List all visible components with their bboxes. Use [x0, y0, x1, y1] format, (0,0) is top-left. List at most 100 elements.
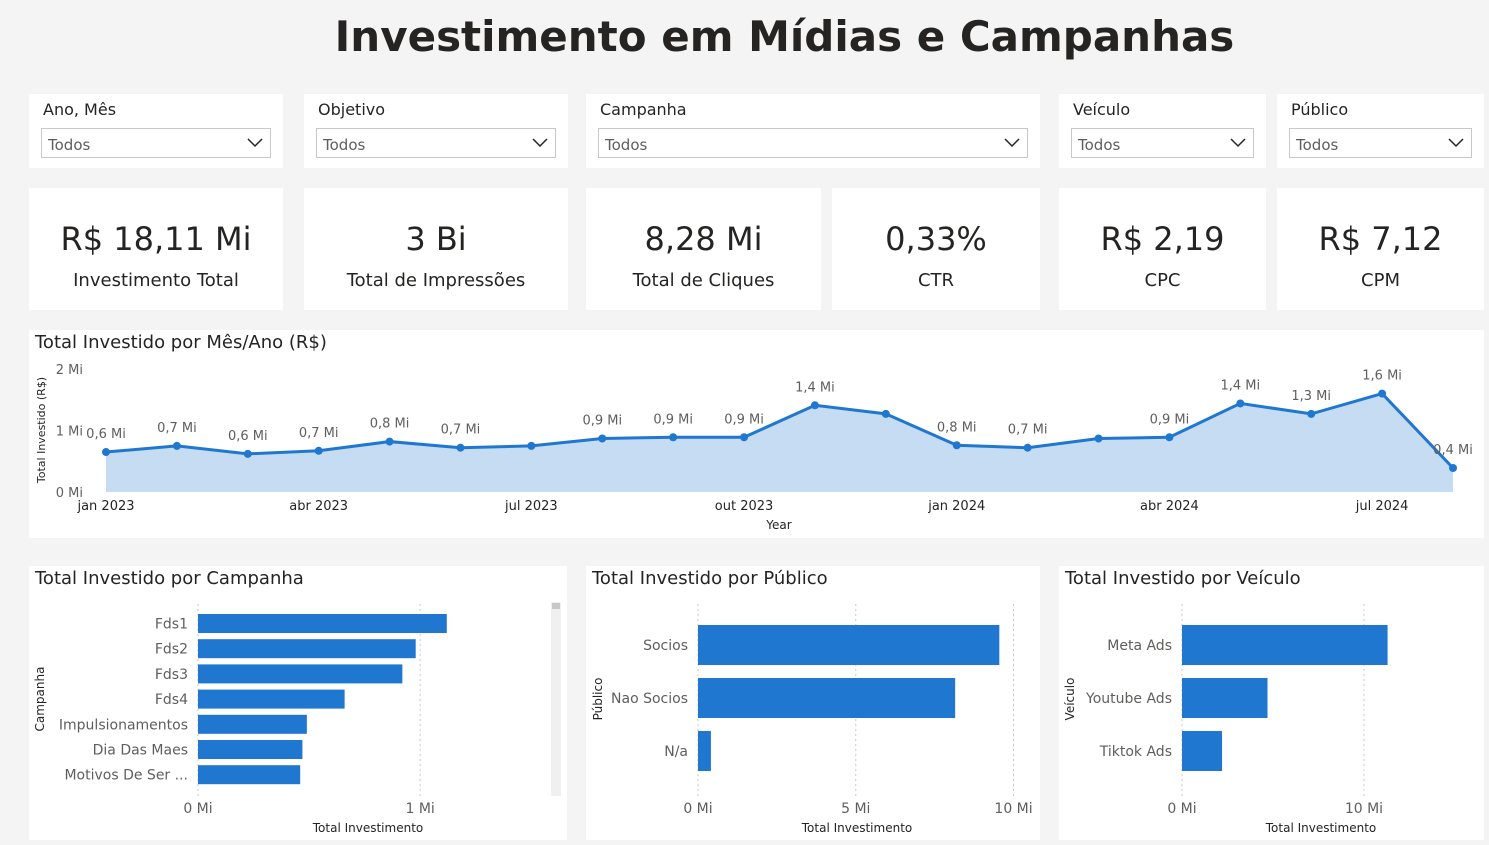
- data-point: [243, 449, 252, 458]
- scrollbar[interactable]: [551, 602, 561, 796]
- kpi-card-ctr: 0,33% CTR: [832, 188, 1040, 310]
- filter-objetivo[interactable]: Objetivo Todos: [304, 94, 568, 168]
- filter-veiculo[interactable]: Veículo Todos: [1059, 94, 1266, 168]
- category-label: Tiktok Ads: [1099, 744, 1172, 760]
- category-label: Meta Ads: [1107, 638, 1172, 654]
- data-label: 0,6 Mi: [86, 427, 126, 442]
- chart-title: Total Investido por Público: [592, 568, 828, 589]
- bar: [698, 731, 711, 771]
- kpi-label: CTR: [917, 270, 955, 291]
- filter-value: Todos: [323, 136, 366, 154]
- data-label: 0,4 Mi: [1433, 443, 1473, 458]
- filter-dropdown[interactable]: Todos: [1071, 128, 1254, 158]
- filter-dropdown[interactable]: Todos: [1289, 128, 1472, 158]
- bar: [198, 614, 447, 633]
- series-line: [105, 391, 1455, 470]
- filter-value: Todos: [48, 136, 91, 154]
- chart-monthly-investment[interactable]: Total Investido por Mês/Ano (R$) 0 Mi 1 M…: [29, 330, 1484, 538]
- filter-dropdown[interactable]: Todos: [598, 128, 1028, 158]
- x-tick-label: 1 Mi: [405, 801, 434, 817]
- data-point: [669, 433, 678, 442]
- y-tick-label: 2 Mi: [56, 363, 83, 378]
- x-tick-label: 10 Mi: [994, 801, 1032, 817]
- data-label: 0,7 Mi: [1008, 423, 1048, 438]
- data-point: [172, 441, 181, 450]
- filter-dropdown[interactable]: Todos: [41, 128, 271, 158]
- x-tick-label: 10 Mi: [1345, 801, 1383, 817]
- x-axis-label: Total Investimento: [312, 821, 423, 835]
- kpi-value: 3 Bi: [405, 220, 467, 258]
- category-label: N/a: [664, 744, 688, 760]
- x-tick-label: jan 2024: [927, 499, 985, 514]
- data-label: 1,4 Mi: [795, 380, 835, 395]
- y-axis-label: Público: [591, 678, 605, 721]
- page-title: Investimento em Mídias e Campanhas: [334, 12, 1235, 61]
- data-point: [385, 437, 394, 446]
- kpi-card-cliques: 8,28 Mi Total de Cliques: [586, 188, 821, 310]
- kpi-label: CPM: [1361, 270, 1400, 291]
- chart-by-campaign[interactable]: Total Investido por Campanha 0 Mi 1 Mi Tot…: [29, 566, 567, 840]
- data-label: 0,9 Mi: [724, 412, 764, 427]
- bar: [198, 740, 303, 759]
- data-label: 0,9 Mi: [1150, 412, 1190, 427]
- chart-title: Total Investido por Veículo: [1065, 568, 1301, 589]
- bar: [1182, 625, 1388, 665]
- campaign-bar-chart-svg: 0 Mi 1 Mi Total Investimento Campanha Fds1 Fd…: [33, 604, 447, 835]
- filter-ano-mes[interactable]: Ano, Mês Todos: [29, 94, 283, 168]
- filter-label: Veículo: [1073, 100, 1131, 119]
- category-label: Socios: [643, 638, 688, 654]
- category-label: Dia Das Maes: [93, 743, 188, 759]
- chevron-down-icon: [1004, 138, 1020, 148]
- vehicle-bar-chart-svg: 0 Mi 10 Mi Total Investimento Veículo Meta A…: [1063, 604, 1388, 835]
- kpi-label: Total de Cliques: [632, 270, 775, 291]
- data-label: 0,9 Mi: [582, 413, 622, 428]
- kpi-card-cpm: R$ 7,12 CPM: [1277, 188, 1484, 310]
- bar: [698, 678, 956, 718]
- data-label: 1,4 Mi: [1220, 378, 1260, 393]
- y-tick-label: 0 Mi: [56, 486, 83, 501]
- x-tick-label: 5 Mi: [841, 801, 870, 817]
- area-fill: [106, 393, 1453, 492]
- category-label: Fds3: [155, 667, 188, 683]
- category-label: Nao Socios: [611, 691, 688, 707]
- bar: [1182, 731, 1223, 771]
- kpi-value: R$ 2,19: [1100, 220, 1225, 258]
- bar: [198, 639, 416, 659]
- bar: [198, 664, 403, 684]
- category-label: Youtube Ads: [1085, 691, 1172, 707]
- data-label: 0,8 Mi: [370, 417, 410, 432]
- y-axis-label: Total Investido (R$): [35, 377, 48, 484]
- category-label: Fds2: [155, 642, 188, 658]
- scrollbar-thumb[interactable]: [552, 603, 560, 609]
- kpi-card-investimento: R$ 18,11 Mi Investimento Total: [29, 188, 283, 310]
- data-label: 1,6 Mi: [1362, 369, 1402, 384]
- category-label: Fds1: [155, 617, 188, 633]
- x-axis-label: Total Investimento: [801, 821, 912, 835]
- filter-campanha[interactable]: Campanha Todos: [586, 94, 1040, 168]
- bar: [198, 714, 307, 734]
- filter-label: Ano, Mês: [43, 100, 117, 119]
- bar: [698, 625, 1000, 665]
- data-point: [1378, 389, 1387, 398]
- kpi-card-cpc: R$ 2,19 CPC: [1059, 188, 1266, 310]
- data-label: 0,9 Mi: [653, 412, 693, 427]
- chart-by-audience[interactable]: Total Investido por Público 0 Mi 5 Mi 10 M…: [586, 566, 1040, 840]
- data-point: [314, 446, 323, 455]
- data-label: 0,7 Mi: [157, 421, 197, 436]
- kpi-label: Total de Impressões: [346, 270, 526, 291]
- data-point: [598, 434, 607, 443]
- x-tick-label: jul 2024: [1355, 499, 1409, 514]
- data-point: [456, 443, 465, 452]
- filter-value: Todos: [605, 136, 648, 154]
- data-point: [1023, 443, 1032, 452]
- data-point: [1165, 433, 1174, 442]
- chart-by-vehicle[interactable]: Total Investido por Veículo 0 Mi 10 Mi Tot…: [1059, 566, 1484, 840]
- data-point: [1307, 409, 1316, 418]
- filter-label: Campanha: [600, 100, 687, 119]
- filter-dropdown[interactable]: Todos: [316, 128, 556, 158]
- chevron-down-icon: [1230, 138, 1246, 148]
- data-point: [810, 401, 819, 410]
- x-tick-label: 0 Mi: [183, 801, 212, 817]
- x-tick-label: jul 2023: [504, 499, 558, 514]
- filter-publico[interactable]: Público Todos: [1277, 94, 1484, 168]
